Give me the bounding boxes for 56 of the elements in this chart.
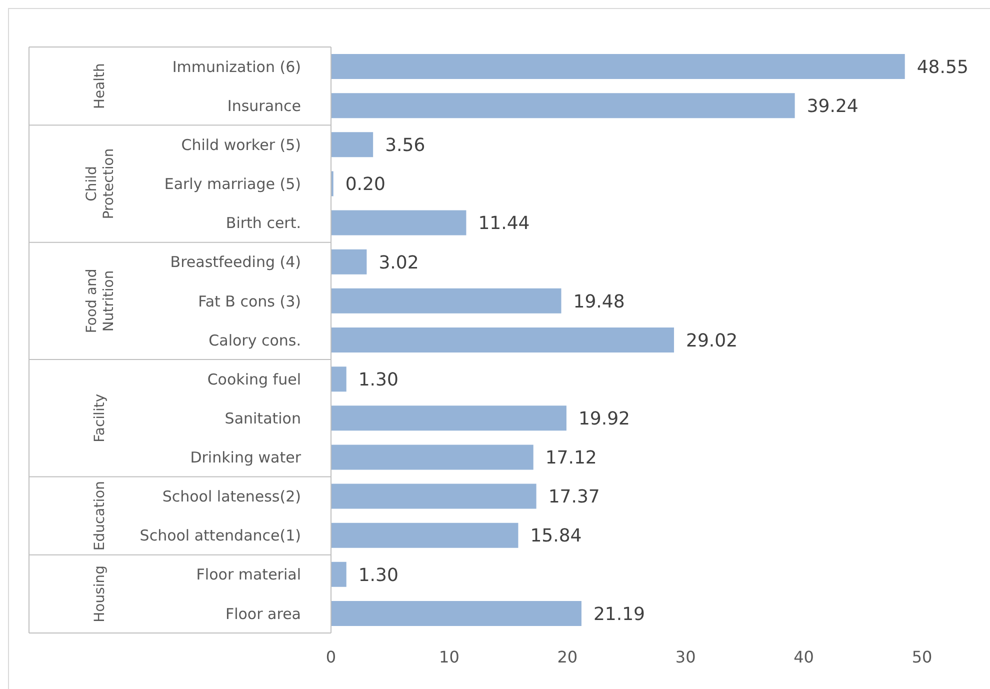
bar: [331, 484, 536, 509]
x-tick-label: 50: [912, 647, 932, 666]
y-tick-label: School attendance(1): [140, 526, 301, 545]
text: Facility: [92, 394, 108, 442]
data-label: 19.48: [573, 291, 625, 312]
y-tick-label: Insurance: [227, 96, 301, 115]
text: Housing: [92, 565, 108, 622]
data-label: 1.30: [358, 369, 398, 390]
data-label: 17.12: [545, 448, 597, 469]
y-tick-label: Cooking fuel: [207, 370, 301, 388]
text: Education: [92, 480, 108, 551]
bar: [331, 132, 374, 158]
bar: [331, 366, 346, 392]
bar: [331, 406, 566, 431]
data-label: 21.19: [593, 604, 645, 625]
bar: [331, 562, 346, 587]
bar: [331, 328, 674, 352]
x-tick-label: 0: [326, 647, 336, 666]
y-tick-label: Floor material: [196, 566, 301, 584]
data-label: 3.02: [378, 252, 419, 274]
y-tick-label: Child worker (5): [181, 136, 301, 154]
y-tick-label: Immunization (6): [172, 58, 301, 76]
data-label: 48.55: [916, 56, 968, 78]
data-label: 19.92: [578, 408, 630, 430]
y-tick-label: Calory cons.: [208, 331, 301, 350]
data-label: 0.20: [345, 174, 386, 196]
data-label: 29.02: [686, 330, 738, 352]
y-tick-label: Sanitation: [224, 409, 301, 428]
data-label: 15.84: [530, 526, 582, 547]
text: Child Protection: [84, 148, 117, 220]
x-tick-label: 10: [439, 647, 460, 666]
y-tick-label: School lateness(2): [162, 488, 301, 506]
x-tick-label: 20: [557, 647, 578, 666]
x-tick-label: 40: [794, 647, 814, 666]
bar: [331, 93, 795, 118]
data-label: 17.37: [548, 486, 600, 508]
data-label: 11.44: [478, 213, 530, 234]
y-tick-label: Early marriage (5): [164, 175, 301, 194]
text: Health: [92, 63, 108, 110]
y-tick-label: Floor area: [225, 604, 301, 623]
x-tick-label: 30: [675, 647, 696, 666]
y-tick-label: Breastfeeding (4): [170, 253, 301, 272]
text: Food and Nutrition: [84, 268, 117, 334]
bar: [331, 444, 534, 470]
bar: [331, 210, 466, 236]
y-tick-label: Fat B cons (3): [198, 292, 301, 310]
y-tick-label: Drinking water: [190, 448, 302, 467]
data-label: 39.24: [806, 96, 858, 117]
bar: [331, 54, 905, 80]
y-tick-label: Birth cert.: [226, 214, 301, 232]
bar: [331, 288, 562, 314]
bar: [331, 600, 582, 626]
bar: [331, 249, 367, 274]
data-label: 1.30: [358, 564, 398, 586]
data-label: 3.56: [385, 135, 426, 156]
bar: [331, 522, 518, 548]
